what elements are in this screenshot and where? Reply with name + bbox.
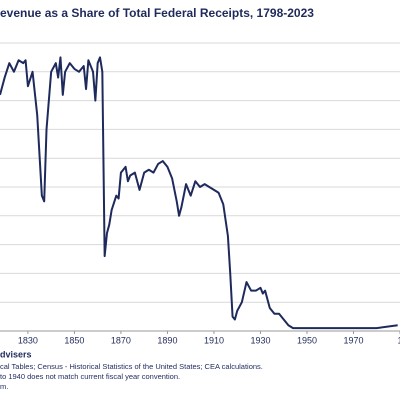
note: cal Tables; Census - Historical Statisti… (0, 362, 263, 371)
x-tick-label: 1910 (204, 335, 224, 345)
note: m. (0, 382, 8, 391)
chart-title: evenue as a Share of Total Federal Recei… (0, 6, 314, 20)
x-tick-label: 1830 (18, 335, 38, 345)
data-line (0, 56, 398, 330)
x-tick-label: 1850 (64, 335, 84, 345)
x-tick-label: 1970 (343, 335, 363, 345)
x-tick-label: 1 (397, 335, 400, 345)
note: to 1940 does not match current fiscal ye… (0, 372, 180, 381)
x-tick-label: 1930 (250, 335, 270, 345)
source-heading: dvisers (0, 349, 32, 359)
x-tick-label: 1870 (111, 335, 131, 345)
x-tick-label: 1950 (297, 335, 317, 345)
x-tick-label: 1890 (157, 335, 177, 345)
